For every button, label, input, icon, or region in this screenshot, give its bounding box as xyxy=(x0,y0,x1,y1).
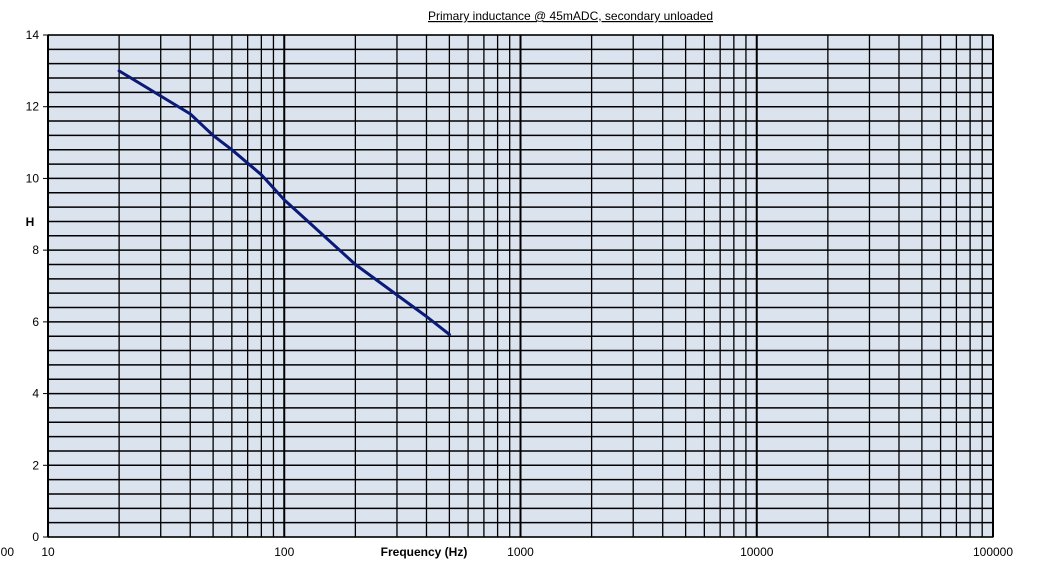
grid xyxy=(47,34,994,538)
y-tick-label: 6 xyxy=(32,315,39,329)
x-tick-label: 1000 xyxy=(507,545,534,559)
x-tick-label: 10000 xyxy=(740,545,774,559)
y-tick-labels: 0 2 4 6 8 10 12 14 xyxy=(26,28,48,544)
y-tick-label: 14 xyxy=(26,28,40,42)
x-tick-label: 100 xyxy=(274,545,294,559)
x-tick-labels: 10 100 1000 10000 100000 00 xyxy=(1,545,1014,559)
y-tick-label: 10 xyxy=(26,171,40,185)
y-axis-label: H xyxy=(26,215,35,229)
y-tick-label: 8 xyxy=(32,243,39,257)
y-tick-label: 2 xyxy=(32,458,39,472)
y-tick-label: 0 xyxy=(32,530,39,544)
x-tick-label-cut: 00 xyxy=(1,545,15,559)
x-axis-label: Frequency (Hz) xyxy=(381,545,468,559)
y-tick-label: 12 xyxy=(26,100,40,114)
series-layer xyxy=(117,69,451,336)
x-tick-label: 10 xyxy=(41,545,55,559)
y-tick-label: 4 xyxy=(32,387,39,401)
series-line xyxy=(117,69,451,336)
plot-border xyxy=(47,34,994,538)
chart-title: Primary inductance @ 45mADC, secondary u… xyxy=(428,9,713,23)
x-tick-label: 100000 xyxy=(973,545,1013,559)
